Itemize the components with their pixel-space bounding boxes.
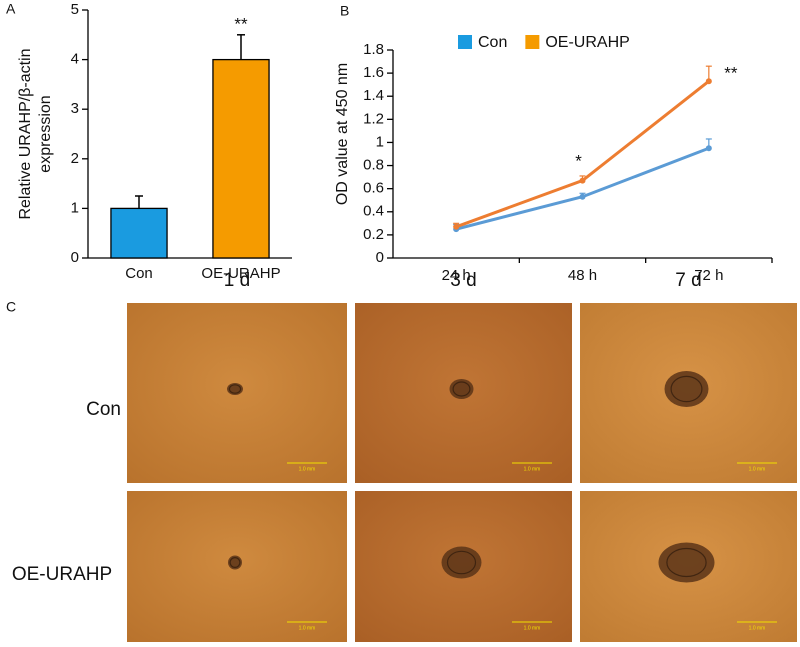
column-label: 3 d bbox=[450, 270, 476, 291]
colony-rim bbox=[446, 550, 477, 575]
y-axis-label: OD value at 450 nm bbox=[334, 63, 351, 205]
x-tick-label: Con bbox=[125, 265, 153, 282]
colony-rim bbox=[452, 381, 471, 397]
series-line bbox=[455, 146, 710, 231]
series-line bbox=[455, 80, 710, 229]
y-tick-label: 0.8 bbox=[363, 157, 384, 174]
colony-rim bbox=[666, 547, 707, 578]
y-tick-label: 0.6 bbox=[363, 180, 384, 197]
scale-label: 1.0 mm bbox=[524, 625, 541, 631]
y-tick-label: 1.2 bbox=[363, 110, 384, 127]
colony-rim bbox=[670, 375, 703, 403]
x-tick-label: 24 h bbox=[442, 267, 471, 284]
significance: * bbox=[575, 151, 582, 170]
y-tick-label: 0.2 bbox=[363, 226, 384, 243]
panel-label: C bbox=[6, 299, 16, 315]
scale-label: 1.0 mm bbox=[299, 625, 316, 631]
scale-label: 1.0 mm bbox=[299, 466, 316, 472]
legend-label: OE-URAHP bbox=[545, 34, 629, 51]
scale-label: 1.0 mm bbox=[749, 466, 766, 472]
y-tick-label: 0 bbox=[71, 249, 79, 266]
y-tick-label: 0 bbox=[376, 249, 384, 266]
row-label: OE-URAHP bbox=[12, 564, 112, 585]
point bbox=[579, 193, 586, 200]
x-tick-label: 72 h bbox=[694, 267, 723, 284]
x-tick-label: OE-URAHP bbox=[201, 265, 280, 282]
y-tick-label: 4 bbox=[71, 51, 79, 68]
scale-label: 1.0 mm bbox=[524, 466, 541, 472]
y-tick-label: 0.4 bbox=[363, 203, 384, 220]
column-label: 7 d bbox=[675, 270, 701, 291]
column-label: 1 d bbox=[224, 270, 250, 291]
x-tick-label: 48 h bbox=[568, 267, 597, 284]
colony-rim bbox=[229, 556, 241, 568]
bar bbox=[212, 58, 270, 259]
y-axis-label-line: expression bbox=[37, 95, 54, 172]
y-tick-label: 3 bbox=[71, 100, 79, 117]
panel-label: A bbox=[6, 1, 16, 17]
y-tick-label: 1 bbox=[376, 133, 384, 150]
y-tick-label: 1 bbox=[71, 199, 79, 216]
point bbox=[579, 177, 586, 184]
point bbox=[705, 145, 712, 152]
y-tick-label: 5 bbox=[71, 1, 79, 18]
row-label: Con bbox=[86, 399, 121, 420]
point bbox=[453, 223, 460, 230]
y-tick-label: 2 bbox=[71, 150, 79, 167]
legend-swatch bbox=[458, 35, 472, 49]
legend-swatch bbox=[525, 35, 540, 49]
colony-rim bbox=[228, 384, 242, 394]
y-tick-label: 1.4 bbox=[363, 87, 384, 104]
y-tick-label: 1.8 bbox=[363, 41, 384, 58]
significance: ** bbox=[234, 14, 248, 33]
y-axis-label: Relative URAHP/β-actin expression bbox=[17, 48, 54, 219]
bar bbox=[110, 207, 168, 259]
significance: ** bbox=[724, 64, 738, 83]
y-tick-label: 1.6 bbox=[363, 64, 384, 81]
y-axis-label-line: Relative URAHP/β-actin bbox=[17, 48, 34, 219]
panel-label: B bbox=[340, 3, 349, 19]
legend-label: Con bbox=[478, 34, 507, 51]
point bbox=[705, 78, 712, 85]
scale-label: 1.0 mm bbox=[749, 625, 766, 631]
